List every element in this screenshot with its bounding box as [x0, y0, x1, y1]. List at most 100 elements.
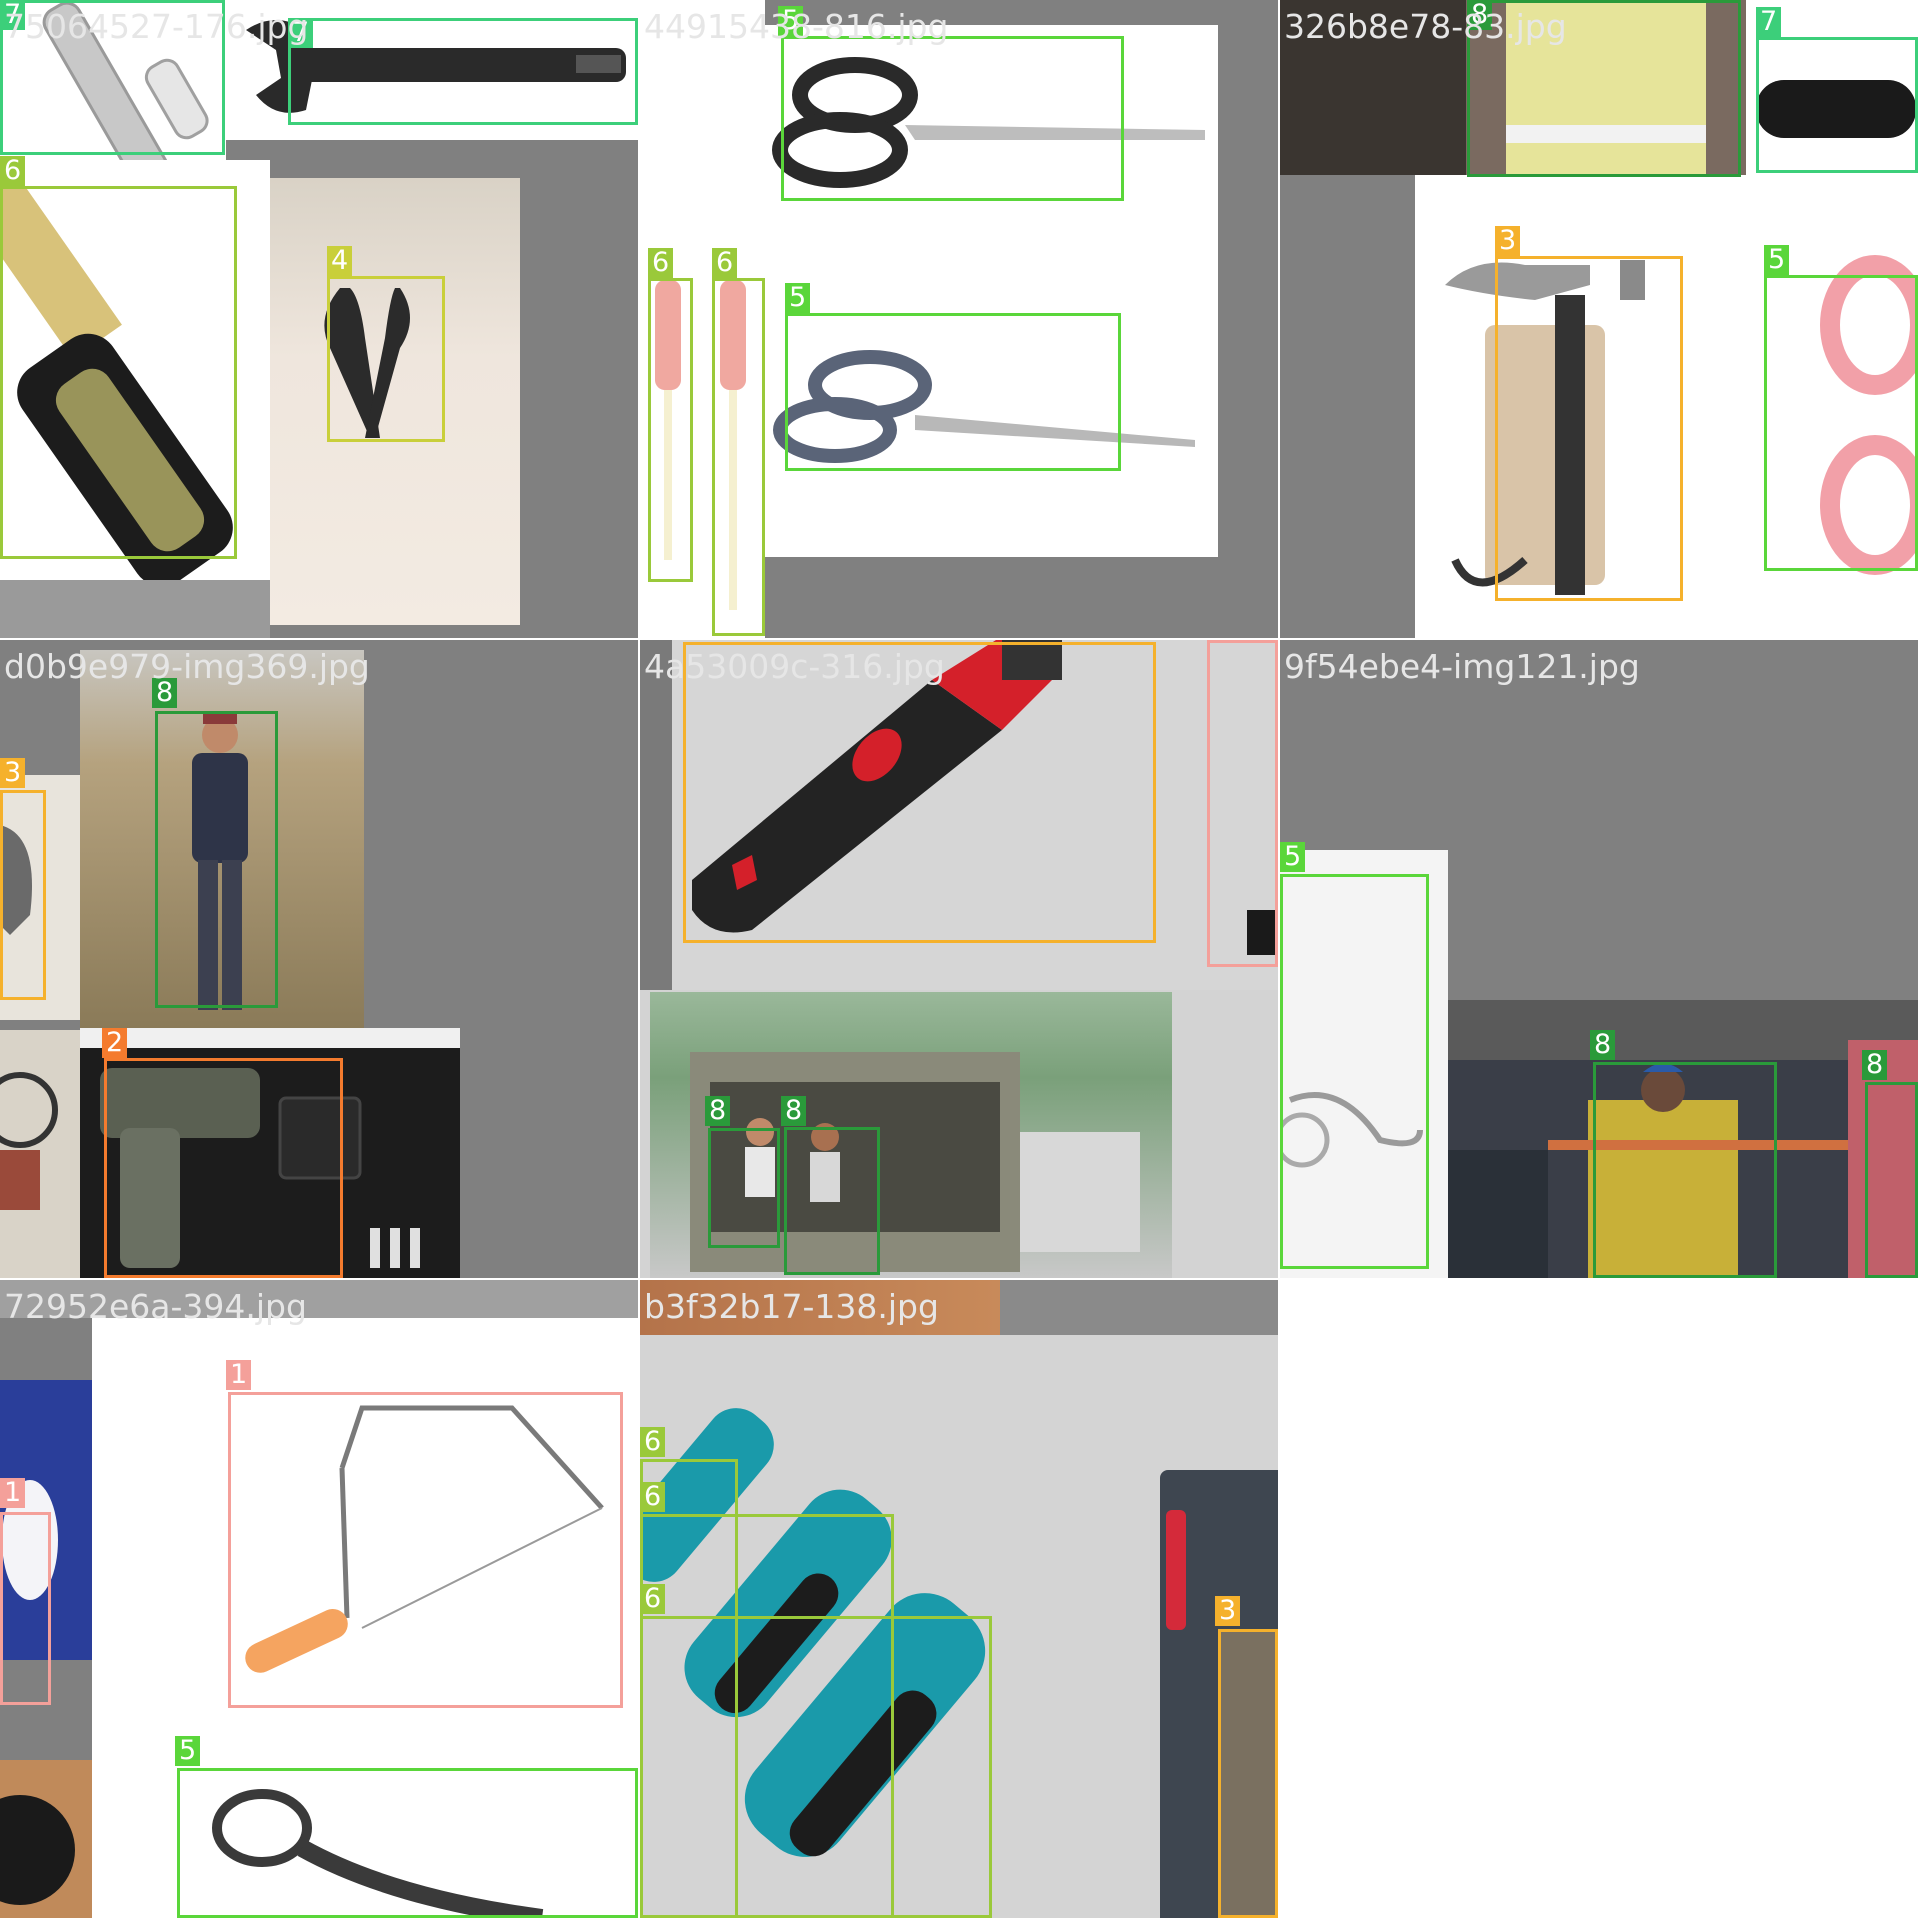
- worker-vest-photo: [1466, 0, 1746, 175]
- bbox-label: 5: [1764, 245, 1790, 275]
- bbox-8-worker-1: [1593, 1062, 1777, 1278]
- blue-fabric-photo: [0, 1380, 92, 1660]
- bbox-6-screwdriver-large: [640, 1616, 992, 1918]
- mosaic-tile-7: 72952e6a-394.jpg 1 1 5: [0, 1280, 638, 1918]
- tile-1-title: 75064527-176.jpg: [4, 7, 309, 46]
- bbox-label: 7: [0, 0, 26, 30]
- construction-worker-photo: [1448, 1000, 1918, 1278]
- bbox-label: 6: [640, 1427, 666, 1457]
- tile-5-title: 4a53009c-316.jpg: [644, 647, 945, 686]
- bbox-8-worker-2: [1865, 1082, 1918, 1278]
- motorbike-fragment: [0, 1030, 80, 1278]
- multitool-shape: [1445, 255, 1918, 595]
- bbox-label: 8: [781, 1096, 807, 1126]
- mosaic-tile-1: 75064527-176.jpg 7 7 6 4: [0, 0, 638, 638]
- pliers-shape: [324, 288, 410, 438]
- gray-strip-top: [1000, 1280, 1278, 1335]
- scissors-shapes: [772, 57, 1205, 463]
- screwdrivers-shape: [655, 280, 746, 610]
- hand-shape: [0, 1795, 75, 1905]
- bbox-5-scissors: [177, 1768, 638, 1918]
- tile-6-title: 9f54ebe4-img121.jpg: [1284, 647, 1640, 686]
- dark-photo-left: [1280, 0, 1470, 175]
- gray-bottom: [0, 580, 270, 638]
- bbox-label: 6: [648, 248, 674, 278]
- bbox-label: 5: [175, 1736, 201, 1766]
- screwdriver-shape: [0, 144, 233, 587]
- bbox-label: 6: [0, 156, 26, 186]
- mosaic-tile-4: d0b9e979-img369.jpg 8 3 2: [0, 640, 638, 1278]
- bbox-label: 3: [0, 758, 26, 788]
- drill-case-photo: [80, 1028, 460, 1278]
- screwdriver-photo: [0, 144, 270, 587]
- grid-divider: [1278, 0, 1280, 1280]
- bbox-6-screwdriver-2: [712, 278, 765, 636]
- wood-strip: [640, 1280, 1000, 1335]
- bbox-8-worker-vest: [1467, 0, 1741, 177]
- motorbike-shape: [0, 1072, 58, 1210]
- vest-shape: [1466, 0, 1746, 175]
- bbox-label: 8: [152, 678, 178, 708]
- bbox-label: 8: [1467, 0, 1493, 30]
- bbox-label: 7: [288, 18, 314, 48]
- bbox-3-hammer: [0, 790, 46, 1000]
- bbox-label: 5: [785, 283, 811, 313]
- bbox-label: 5: [778, 6, 804, 36]
- package-shape: [1166, 1510, 1278, 1918]
- bbox-label: 8: [705, 1096, 731, 1126]
- mosaic-tile-3: 326b8e78-83.jpg 8 7 3 5: [1280, 0, 1918, 638]
- bbox-label: 7: [1756, 7, 1782, 37]
- grid-divider: [0, 638, 1920, 640]
- drill-case-shape: [80, 1048, 460, 1278]
- tile-3-title: 326b8e78-83.jpg: [1284, 7, 1567, 46]
- gray-header: [0, 1280, 638, 1318]
- bbox-6-screwdriver-1: [648, 278, 693, 582]
- bbox-label: 8: [1590, 1030, 1616, 1060]
- bbox-label: 8: [1862, 1050, 1888, 1080]
- mosaic-tile-5: 4a53009c-316.jpg 3 1 8 8: [640, 640, 1278, 1278]
- bbox-3-packaged-tool: [1218, 1629, 1278, 1918]
- bbox-5-scissors-black: [781, 36, 1124, 201]
- black-tool-photo: [1746, 0, 1918, 175]
- bbox-label: 6: [640, 1584, 666, 1614]
- bbox-label: 1: [0, 1478, 26, 1508]
- bbox-8-person-1: [708, 1128, 780, 1248]
- bbox-7-wrench-2: [288, 18, 638, 125]
- hammer-handle-photo: [672, 640, 1278, 990]
- scissors-closeup-shape: [1280, 1092, 1423, 1168]
- bbox-label: 4: [327, 246, 353, 276]
- bbox-5-pink-scissors: [1764, 275, 1918, 571]
- tile-8-title: b3f32b17-138.jpg: [644, 1287, 939, 1326]
- bbox-3-hammer-handle: [683, 642, 1156, 943]
- mosaic-tile-8: b3f32b17-138.jpg 6 6 6 3: [640, 1280, 1278, 1918]
- hammer-fragment-shape: [0, 825, 32, 935]
- hammer-fragment-photo: [0, 775, 80, 1020]
- mosaic-tile-6: 9f54ebe4-img121.jpg 5 8 8: [1280, 640, 1918, 1278]
- bbox-label: 5: [1280, 842, 1306, 872]
- hammer-handle-shape: [692, 640, 1278, 955]
- pliers-photo: [270, 178, 520, 625]
- bbox-5-scissors-blue: [785, 313, 1121, 471]
- grid-divider: [0, 1278, 1280, 1280]
- tile-4-title: d0b9e979-img369.jpg: [4, 647, 370, 686]
- bbox-label: 6: [640, 1482, 666, 1512]
- tool-shape: [1756, 80, 1916, 138]
- bbox-label: 1: [226, 1360, 252, 1390]
- bbox-7-black-tool: [1756, 37, 1918, 173]
- gray-strip-left: [640, 640, 672, 990]
- coping-saw-shape: [212, 1405, 604, 1918]
- screwdrivers-photo: [640, 240, 765, 638]
- grid-divider: [638, 0, 640, 1920]
- bbox-label: 3: [1495, 226, 1521, 256]
- mosaic-tile-2: 44915438-816.jpg 5 5 6 6: [640, 0, 1278, 638]
- truck-people-photo: [650, 992, 1172, 1278]
- hand-fragment: [0, 1760, 92, 1918]
- bbox-3-multitool: [1495, 256, 1683, 601]
- blue-fabric-shape: [2, 1480, 58, 1600]
- multitool-photo: [1415, 175, 1918, 638]
- bbox-1-coping-saw: [228, 1392, 623, 1708]
- bbox-label: 3: [1215, 1596, 1241, 1626]
- tile-7-title: 72952e6a-394.jpg: [4, 1287, 307, 1326]
- tile-2-title: 44915438-816.jpg: [644, 7, 949, 46]
- bbox-4-pliers: [327, 276, 445, 442]
